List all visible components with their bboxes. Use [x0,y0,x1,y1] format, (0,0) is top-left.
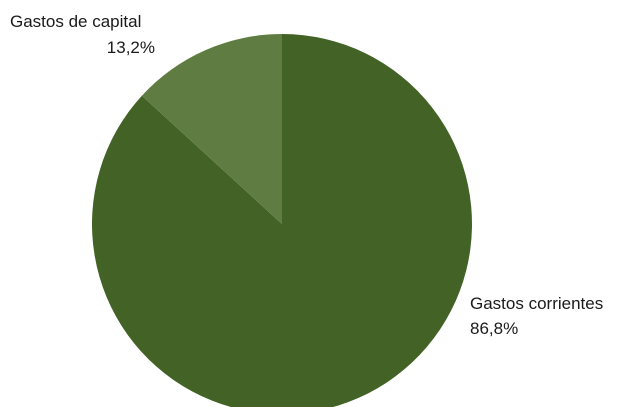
pie-slice-gastos-de-capital [141,34,282,224]
slice-label-value: 86,8% [470,319,518,338]
slice-label-gastos-corrientes: Gastos corrientes 86,8% [470,294,603,338]
slice-label-name: Gastos de capital [10,12,141,31]
pie-slice-gastos-corrientes [92,34,472,407]
slice-label-name: Gastos corrientes [470,294,603,313]
slice-label-value: 13,2% [107,38,155,57]
pie-slices [92,34,472,407]
slice-label-gastos-de-capital: Gastos de capital 13,2% [10,12,155,57]
